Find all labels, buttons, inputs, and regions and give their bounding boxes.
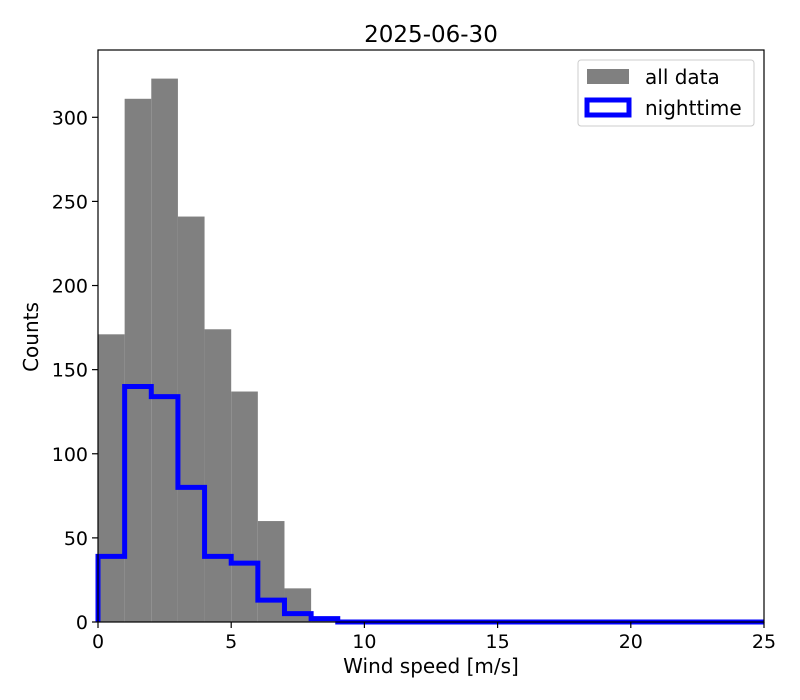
- x-tick-label: 25: [752, 631, 776, 653]
- x-tick-label: 15: [486, 631, 510, 653]
- histogram-bar: [124, 98, 152, 623]
- y-tick-label: 200: [52, 276, 88, 298]
- x-tick-label: 10: [352, 631, 376, 653]
- y-tick-label: 0: [76, 612, 88, 634]
- histogram-bar: [257, 521, 285, 622]
- x-tick-label: 20: [619, 631, 643, 653]
- histogram-bar: [177, 216, 205, 622]
- plot-frame: [97, 49, 765, 623]
- x-axis-label: Wind speed [m/s]: [343, 654, 519, 678]
- y-tick-label: 50: [64, 528, 88, 550]
- histogram-bar: [284, 588, 312, 622]
- histogram-bar: [204, 329, 232, 622]
- legend-label-nighttime: nighttime: [645, 96, 742, 120]
- legend-label-all-data: all data: [645, 65, 720, 89]
- y-axis: 0 50 100 150 200 250 300: [52, 107, 98, 634]
- y-axis-label: Counts: [19, 302, 43, 372]
- legend-swatch-all-data: [587, 69, 629, 84]
- legend: all data nighttime: [577, 59, 755, 127]
- histogram-bar: [98, 334, 125, 622]
- y-tick-label: 250: [52, 191, 88, 213]
- x-axis: 0 5 10 15 20 25: [92, 622, 776, 653]
- chart-title: 2025-06-30: [364, 22, 498, 48]
- y-tick-label: 150: [52, 360, 88, 382]
- y-tick-label: 300: [52, 107, 88, 129]
- y-tick-label: 100: [52, 444, 88, 466]
- x-tick-label: 5: [225, 631, 237, 653]
- legend-swatch-nighttime: [584, 97, 632, 118]
- x-tick-label: 0: [92, 631, 104, 653]
- histogram-bar: [231, 391, 258, 622]
- histogram-bar: [151, 78, 178, 623]
- all-data-bars: [98, 78, 365, 623]
